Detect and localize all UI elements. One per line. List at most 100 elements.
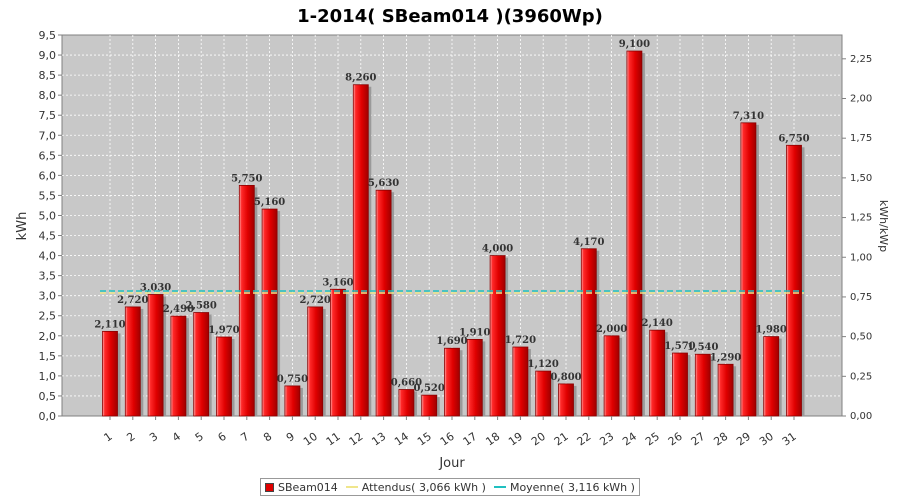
- x-tick-label: 27: [689, 430, 708, 449]
- y-tick-label: 5,0: [39, 209, 57, 222]
- bar-day-2: [124, 306, 141, 417]
- bar-day-11: [330, 288, 346, 417]
- value-label: 0,520: [414, 383, 445, 394]
- y2-tick-label: 1,25: [850, 213, 872, 224]
- x-tick-label: 29: [734, 430, 753, 449]
- value-label: 4,000: [482, 244, 513, 255]
- x-tick-label: 17: [461, 430, 480, 449]
- bar-day-15: [421, 394, 438, 417]
- x-tick-label: 12: [347, 430, 366, 449]
- x-tick-label: 18: [483, 430, 502, 449]
- bar-day-16: [444, 347, 460, 417]
- x-tick-label: 22: [575, 430, 594, 449]
- x-tick-label: 8: [261, 430, 274, 445]
- value-label: 0,750: [277, 374, 308, 385]
- bar-day-30: [763, 336, 780, 417]
- bar-day-6: [216, 336, 232, 417]
- bar-day-26: [672, 352, 688, 417]
- value-label: 2,110: [94, 319, 125, 330]
- x-tick-label: 16: [438, 430, 457, 449]
- y-tick-label: 2,0: [39, 330, 57, 343]
- x-tick-label: 4: [170, 430, 183, 445]
- legend: SBeam014 Attendus( 3,066 kWh ) Moyenne( …: [260, 478, 640, 496]
- x-tick-label: 13: [369, 430, 388, 449]
- legend-item-sbeam: SBeam014: [265, 481, 338, 494]
- value-label: 3,160: [322, 277, 353, 288]
- value-label: 1,120: [528, 359, 559, 370]
- y-tick-label: 3,0: [39, 290, 57, 303]
- y2-tick-label: 1,50: [850, 173, 872, 184]
- y2-axis-title: kWh/kWp: [877, 200, 890, 252]
- y2-tick-label: 0,50: [850, 332, 872, 343]
- y-tick-label: 4,0: [39, 250, 57, 263]
- x-tick-label: 14: [392, 430, 411, 449]
- x-tick-label: 23: [597, 430, 616, 449]
- y-tick-label: 6,0: [39, 169, 57, 182]
- chart-title: 1-2014( SBeam014 )(3960Wp): [297, 6, 603, 27]
- y2-tick-label: 2,00: [850, 94, 872, 105]
- value-label: 1,720: [505, 335, 536, 346]
- y-tick-label: 0,5: [39, 390, 57, 403]
- bar-day-25: [649, 329, 666, 417]
- x-tick-label: 10: [301, 430, 320, 449]
- value-label: 2,490: [163, 304, 194, 315]
- bar-day-4: [170, 315, 187, 417]
- value-label: 3,030: [140, 282, 171, 293]
- value-label: 2,720: [300, 295, 331, 306]
- y-tick-label: 9,5: [39, 29, 57, 42]
- x-tick-label: 24: [620, 430, 639, 449]
- value-label: 0,660: [391, 378, 422, 389]
- legend-swatch-sbeam: [265, 482, 275, 492]
- x-tick-label: 19: [506, 430, 525, 449]
- y2-tick-label: 0,25: [850, 371, 872, 382]
- x-tick-label: 9: [284, 430, 297, 445]
- x-tick-label: 20: [529, 430, 548, 449]
- y-tick-label: 7,0: [39, 129, 57, 142]
- bar-day-31: [786, 144, 802, 417]
- y-tick-label: 1,0: [39, 370, 57, 383]
- y-tick-label: 6,5: [39, 149, 57, 162]
- x-tick-label: 30: [757, 430, 776, 449]
- y-tick-label: 8,0: [39, 89, 57, 102]
- bar-day-18: [489, 255, 506, 417]
- bar-day-24: [626, 50, 643, 417]
- bar-day-7: [238, 184, 255, 417]
- bar-day-8: [261, 208, 278, 417]
- value-label: 5,160: [254, 197, 285, 208]
- bar-day-29: [740, 122, 757, 417]
- value-label: 1,540: [687, 342, 718, 353]
- value-label: 7,310: [733, 111, 764, 122]
- y-tick-label: 1,5: [39, 350, 57, 363]
- value-label: 2,000: [596, 324, 627, 335]
- x-tick-label: 31: [780, 430, 799, 449]
- x-tick-label: 2: [124, 430, 137, 445]
- y-tick-label: 4,5: [39, 230, 57, 243]
- value-label: 1,690: [436, 336, 467, 347]
- x-tick-label: 1: [102, 430, 115, 445]
- x-tick-label: 5: [193, 430, 206, 445]
- value-label: 2,720: [117, 295, 148, 306]
- y2-tick-label: 0,00: [850, 411, 872, 422]
- bar-day-21: [558, 383, 574, 417]
- x-tick-label: 7: [238, 430, 251, 445]
- value-label: 8,260: [345, 73, 376, 84]
- x-tick-label: 26: [666, 430, 685, 449]
- x-tick-label: 21: [552, 430, 571, 449]
- value-label: 6,750: [778, 133, 809, 144]
- y2-tick-label: 1,75: [850, 133, 872, 144]
- y2-tick-label: 0,75: [850, 292, 872, 303]
- x-tick-label: 28: [711, 430, 730, 449]
- y-tick-label: 2,5: [39, 310, 57, 323]
- x-tick-label: 25: [643, 430, 662, 449]
- value-label: 5,750: [231, 173, 262, 184]
- value-label: 2,580: [186, 301, 217, 312]
- bar-day-10: [307, 306, 324, 417]
- x-tick-label: 3: [147, 430, 160, 445]
- value-label: 9,100: [619, 39, 650, 50]
- value-label: 1,290: [710, 352, 741, 363]
- bar-day-19: [512, 346, 529, 417]
- x-tick-label: 15: [415, 430, 434, 449]
- bar-day-28: [717, 363, 734, 417]
